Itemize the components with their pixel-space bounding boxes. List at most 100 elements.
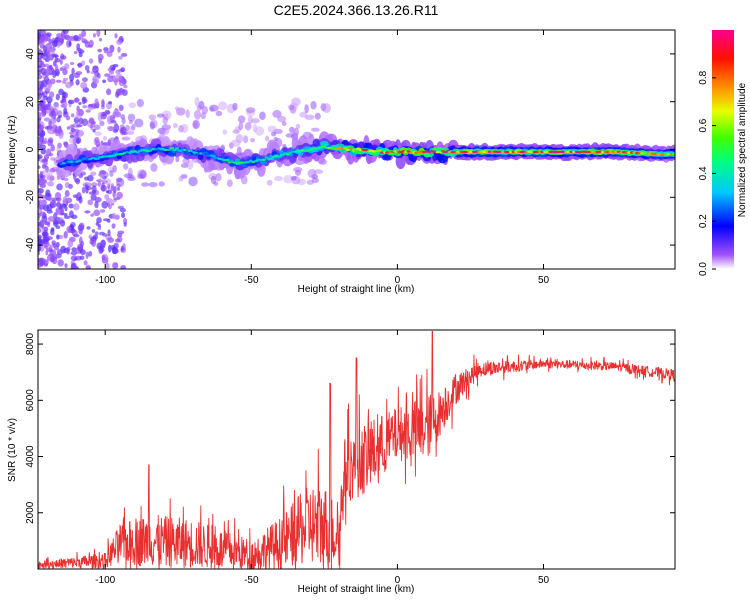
- x-tick-label: -50: [244, 275, 259, 286]
- heatmap-cell: [180, 163, 189, 168]
- heatmap-cell: [52, 74, 56, 78]
- heatmap-cell: [73, 50, 78, 55]
- x-tick-label: 0: [395, 275, 401, 286]
- heatmap-cell: [215, 172, 222, 182]
- spectrogram-panel: -100 -50 0 50 -40 -20 0 20 40 Height of straigh…: [7, 29, 676, 295]
- heatmap-cell: [121, 53, 128, 57]
- heatmap-cell: [42, 241, 50, 248]
- colorbar-tick-label: 0.2: [698, 214, 709, 228]
- spectrogram-y-ticks: -40 -20 0 20 40: [25, 48, 675, 252]
- heatmap-cell: [159, 127, 170, 135]
- heatmap-cell: [87, 44, 93, 48]
- heatmap-cell: [230, 139, 241, 147]
- heatmap-cell: [114, 33, 118, 39]
- heatmap-cell: [299, 111, 308, 118]
- colorbar-ticks: 0.0 0.2 0.4 0.6 0.8: [698, 70, 716, 276]
- colorbar: 0.0 0.2 0.4 0.6 0.8 Normalized spectral ampl…: [698, 30, 748, 276]
- heatmap-cell: [103, 47, 109, 52]
- heatmap-cell: [106, 88, 112, 96]
- heatmap-cell: [70, 113, 75, 118]
- heatmap-cell: [82, 105, 88, 109]
- heatmap-cell: [197, 154, 204, 160]
- y-tick-label: 40: [25, 48, 36, 60]
- heatmap-cell: [47, 172, 54, 182]
- heatmap-cell: [62, 195, 68, 204]
- heatmap-cell: [322, 103, 331, 114]
- heatmap-cell: [90, 213, 94, 217]
- heatmap-cell: [277, 115, 287, 123]
- heatmap-cell: [99, 173, 105, 183]
- heatmap-cell: [210, 175, 217, 185]
- heatmap-cell: [209, 154, 213, 157]
- heatmap-cell: [112, 64, 119, 68]
- heatmap-cell: [38, 165, 41, 169]
- heatmap-cell: [62, 101, 68, 109]
- heatmap-cell: [79, 255, 85, 260]
- heatmap-cell: [111, 66, 116, 71]
- heatmap-cell: [38, 136, 43, 145]
- heatmap-cell: [50, 227, 55, 232]
- heatmap-cell: [272, 110, 282, 118]
- heatmap-cell: [304, 104, 309, 114]
- heatmap-cell: [77, 62, 83, 68]
- heatmap-cell: [68, 203, 74, 209]
- heatmap-cell: [81, 186, 86, 194]
- snr-panel: -100 -50 0 50 2000 4000 6000 8000 Height of st…: [7, 329, 676, 595]
- heatmap-cell: [59, 59, 63, 65]
- heatmap-cell: [55, 93, 60, 101]
- heatmap-cell: [110, 185, 115, 192]
- heatmap-cell: [65, 81, 73, 89]
- heatmap-cell: [116, 191, 123, 200]
- heatmap-cell: [247, 115, 253, 125]
- heatmap-cell: [81, 96, 87, 102]
- heatmap-cell: [60, 245, 67, 254]
- heatmap-cell: [38, 251, 41, 256]
- heatmap-cell: [117, 46, 121, 53]
- heatmap-cell: [310, 100, 317, 110]
- heatmap-cell: [94, 196, 102, 203]
- heatmap-cell: [88, 234, 92, 239]
- y-tick-label: 4000: [25, 445, 36, 468]
- heatmap-cell: [38, 74, 43, 80]
- heatmap-cell: [169, 146, 175, 150]
- heatmap-cell: [172, 148, 177, 152]
- heatmap-cell: [123, 163, 129, 170]
- heatmap-cell: [192, 120, 199, 129]
- heatmap-cell: [88, 58, 94, 64]
- heatmap-cell: [103, 50, 111, 54]
- heatmap-cell: [45, 247, 53, 252]
- heatmap-cell: [98, 58, 103, 64]
- heatmap-cell: [91, 185, 97, 194]
- heatmap-cell: [69, 73, 75, 82]
- heatmap-cell: [66, 248, 70, 255]
- heatmap-cell: [88, 250, 93, 257]
- y-tick-label: 20: [25, 96, 36, 108]
- heatmap-cell: [66, 226, 72, 234]
- heatmap-cell: [41, 169, 51, 177]
- heatmap-cell: [201, 106, 209, 115]
- heatmap-cell: [285, 133, 295, 138]
- heatmap-cell: [148, 182, 158, 188]
- heatmap-cell: [100, 184, 107, 192]
- heatmap-cell: [64, 189, 70, 198]
- heatmap-cell: [48, 91, 55, 98]
- heatmap-cell: [93, 124, 101, 130]
- heatmap-cell: [65, 115, 71, 121]
- heatmap-cell: [166, 148, 172, 152]
- heatmap-cell: [97, 111, 103, 122]
- spectrogram-x-label: Height of straight line (km): [298, 284, 415, 295]
- colorbar-tick-label: 0.0: [698, 262, 709, 276]
- heatmap-cell: [151, 147, 156, 151]
- snr-y-ticks: 2000 4000 6000 8000: [25, 332, 675, 524]
- x-tick-label: 50: [538, 275, 550, 286]
- heatmap-cell: [196, 105, 203, 111]
- heatmap-cell: [106, 125, 114, 132]
- heatmap-cell: [80, 81, 88, 89]
- heatmap-cell: [175, 156, 180, 163]
- heatmap-cell: [71, 67, 75, 75]
- heatmap-cell: [69, 131, 75, 135]
- heatmap-cell: [52, 60, 57, 67]
- heatmap-cell: [293, 167, 303, 173]
- heatmap-cell: [134, 118, 144, 128]
- heatmap-cell: [137, 173, 144, 179]
